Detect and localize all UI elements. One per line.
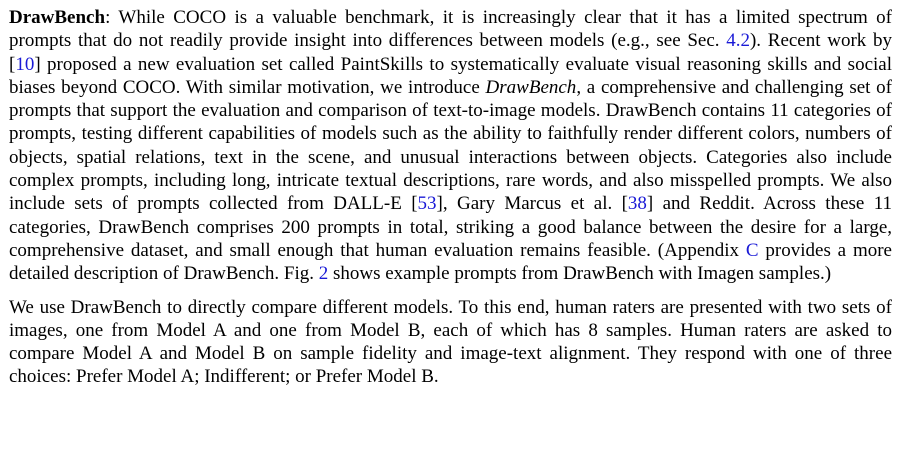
text-run: shows example prompts from DrawBench wit…: [328, 263, 832, 285]
paragraph-drawbench-intro: DrawBench: While COCO is a valuable benc…: [9, 6, 892, 286]
paragraph-human-evaluation: We use DrawBench to directly compare dif…: [9, 296, 892, 389]
citation-link[interactable]: 53: [417, 193, 437, 215]
text-run: ], Gary Marcus et al. [: [436, 193, 628, 215]
text-run: ] proposed a new evaluation set called P…: [9, 53, 892, 98]
citation-link[interactable]: 10: [15, 53, 35, 75]
emphasized-term: DrawBench: [485, 76, 577, 98]
text-run: : While COCO is a valuable benchmark, it…: [9, 7, 892, 52]
text-run: ] and Reddit. Across these 11 categories…: [9, 193, 892, 261]
text-run: We use DrawBench to directly compare dif…: [9, 296, 892, 388]
section-ref-link[interactable]: 4.2: [726, 30, 750, 52]
figure-ref-link[interactable]: 2: [318, 263, 329, 285]
text-run: provides a more detailed description of …: [9, 239, 892, 285]
run-in-heading: DrawBench: [9, 7, 106, 28]
text-run: , a comprehensive and challenging set of…: [9, 76, 893, 215]
text-run: ). Recent work by [: [9, 30, 892, 75]
appendix-ref-link[interactable]: C: [745, 239, 759, 261]
citation-link[interactable]: 38: [627, 193, 647, 215]
